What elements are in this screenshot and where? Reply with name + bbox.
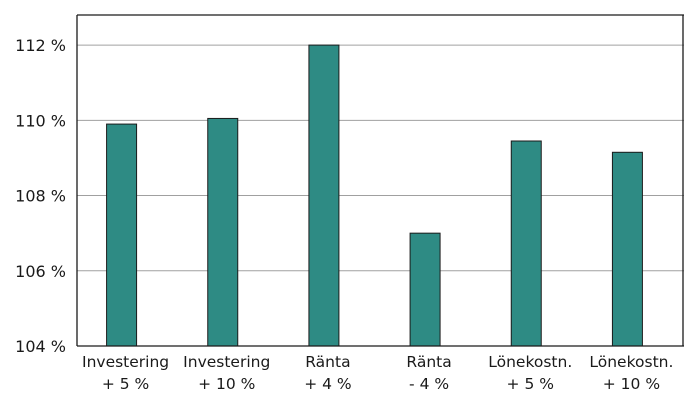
- bar: [510, 140, 542, 347]
- bar: [106, 123, 138, 347]
- bar: [207, 117, 239, 347]
- y-axis-tick-labels: 104 % 106 % 108 % 110 % 112 %: [15, 36, 66, 356]
- x-category-label: + 4 %: [304, 375, 351, 393]
- x-axis-category-labels: Investering + 5 % Investering + 10 % Ränta + …: [82, 353, 673, 393]
- y-tick-label: 112 %: [15, 36, 66, 55]
- x-category-label: Ränta: [305, 353, 350, 371]
- x-category-label: + 10 %: [198, 375, 255, 393]
- plot-frame: [76, 14, 684, 347]
- x-category-label: + 10 %: [603, 375, 660, 393]
- x-category-label: Lönekostn.: [589, 353, 673, 371]
- bar: [611, 151, 643, 347]
- y-tick-label: 104 %: [15, 337, 66, 356]
- x-category-label: Lönekostn.: [488, 353, 572, 371]
- y-tick-label: 106 %: [15, 262, 66, 281]
- y-tick-label: 110 %: [15, 111, 66, 130]
- x-category-label: + 5 %: [102, 375, 149, 393]
- y-tick-label: 108 %: [15, 187, 66, 206]
- bar: [308, 44, 340, 347]
- x-category-label: - 4 %: [409, 375, 449, 393]
- x-category-label: Investering: [183, 353, 270, 371]
- gridlines: [77, 44, 684, 272]
- x-category-label: Ränta: [406, 353, 451, 371]
- x-category-label: Investering: [82, 353, 169, 371]
- x-category-label: + 5 %: [507, 375, 554, 393]
- bar: [409, 232, 441, 347]
